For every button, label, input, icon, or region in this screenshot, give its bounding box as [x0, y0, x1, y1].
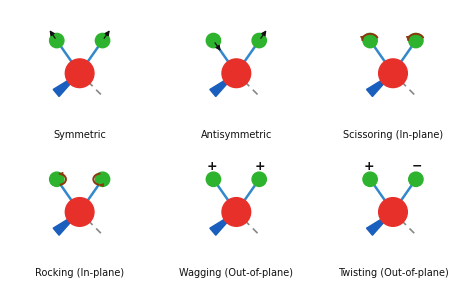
- Circle shape: [409, 33, 423, 48]
- Text: Antisymmetric: Antisymmetric: [201, 130, 272, 140]
- Text: +: +: [255, 160, 265, 173]
- Circle shape: [222, 198, 251, 226]
- Text: +: +: [207, 160, 218, 173]
- Circle shape: [252, 172, 266, 186]
- Polygon shape: [53, 212, 80, 235]
- Polygon shape: [366, 73, 393, 97]
- Text: +: +: [364, 160, 374, 173]
- Circle shape: [363, 33, 377, 48]
- Circle shape: [363, 172, 377, 186]
- Text: Wagging (Out-of-plane): Wagging (Out-of-plane): [179, 268, 293, 278]
- Circle shape: [95, 172, 109, 186]
- Circle shape: [252, 33, 266, 48]
- Text: Scissoring (In-plane): Scissoring (In-plane): [343, 130, 443, 140]
- Polygon shape: [53, 73, 80, 97]
- Text: Symmetric: Symmetric: [53, 130, 106, 140]
- Text: −: −: [411, 160, 422, 173]
- Circle shape: [65, 59, 94, 87]
- Text: Rocking (In-plane): Rocking (In-plane): [35, 268, 124, 278]
- Circle shape: [95, 33, 109, 48]
- Circle shape: [206, 172, 220, 186]
- Polygon shape: [210, 73, 237, 97]
- Circle shape: [409, 172, 423, 186]
- Circle shape: [379, 59, 407, 87]
- Circle shape: [206, 33, 220, 48]
- Polygon shape: [210, 212, 237, 235]
- Circle shape: [65, 198, 94, 226]
- Circle shape: [222, 59, 251, 87]
- Polygon shape: [366, 212, 393, 235]
- Circle shape: [50, 33, 64, 48]
- Text: Twisting (Out-of-plane): Twisting (Out-of-plane): [337, 268, 448, 278]
- Circle shape: [50, 172, 64, 186]
- Circle shape: [379, 198, 407, 226]
